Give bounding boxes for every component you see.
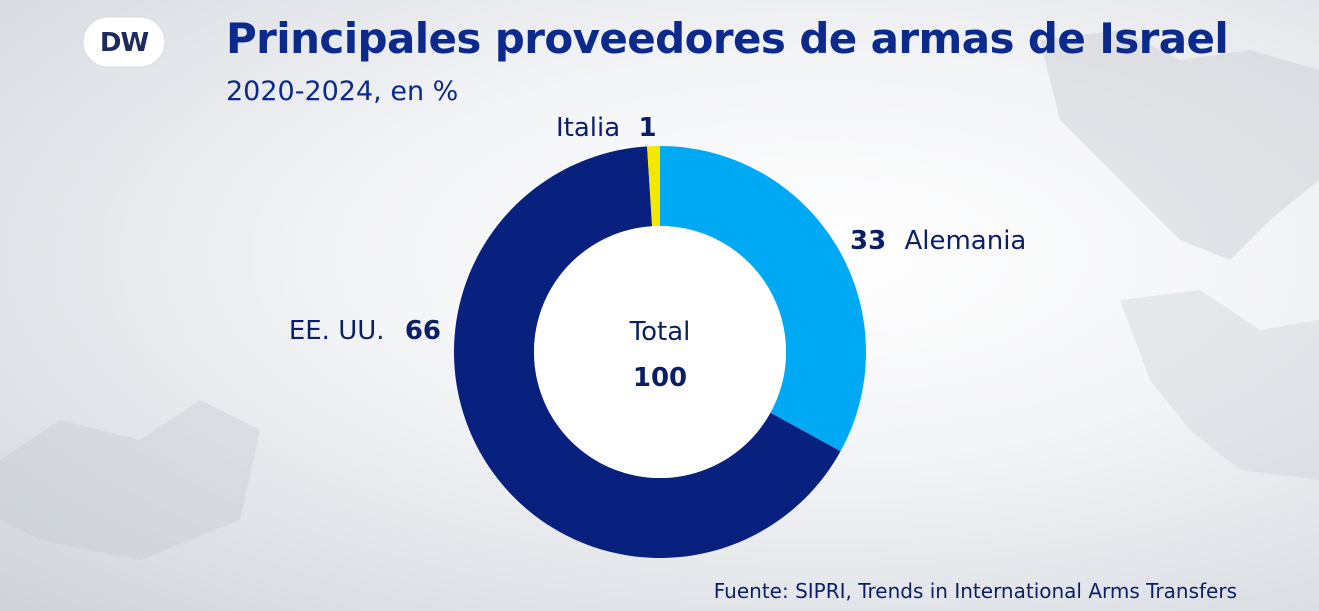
slice-alemania — [660, 146, 867, 452]
label-italia: Italia 1 — [556, 113, 657, 143]
label-italia-value: 1 — [638, 113, 656, 143]
source-note: Fuente: SIPRI, Trends in International A… — [713, 579, 1237, 603]
label-alemania: 33 Alemania — [850, 226, 1026, 256]
label-alemania-name: Alemania — [904, 226, 1026, 256]
center-label: Total — [629, 317, 691, 347]
label-italia-name: Italia — [556, 113, 620, 143]
chart-subtitle: 2020-2024, en % — [226, 76, 459, 107]
slice-italia — [647, 146, 660, 227]
donut-hole — [534, 226, 786, 478]
label-usa-name: EE. UU. — [289, 316, 385, 346]
chart-title: Principales proveedores de armas de Isra… — [226, 14, 1229, 63]
slice-ee-uu — [454, 146, 841, 558]
donut-slices — [454, 146, 867, 558]
label-alemania-value: 33 — [850, 226, 886, 256]
center-value: 100 — [633, 363, 687, 393]
dw-logo-text: DW — [100, 28, 149, 58]
label-usa: EE. UU. 66 — [289, 316, 441, 346]
dw-logo: DW — [82, 16, 166, 68]
label-usa-value: 66 — [405, 316, 441, 346]
